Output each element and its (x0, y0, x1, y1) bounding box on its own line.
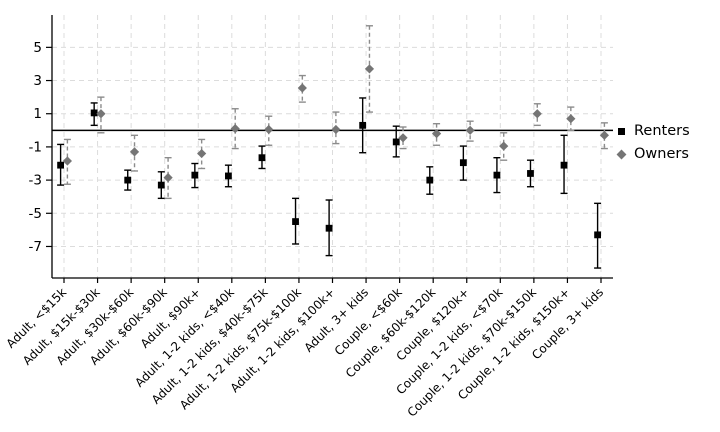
marker-renters (191, 171, 199, 179)
y-tick-label: -1 (29, 139, 42, 155)
marker-owners (264, 124, 274, 135)
y-tick-label: -5 (29, 206, 42, 222)
y-tick-label: 3 (33, 73, 42, 89)
marker-renters (493, 171, 501, 179)
marker-owners (465, 125, 475, 135)
legend-item-owners: Owners (616, 146, 690, 162)
marker-owners (364, 64, 375, 74)
legend: Renters Owners (616, 123, 690, 162)
y-tick-label: 5 (33, 40, 42, 56)
marker-renters (124, 176, 132, 184)
marker-renters (90, 109, 98, 117)
legend-label-renters: Renters (634, 123, 690, 139)
marker-owners (566, 114, 576, 124)
marker-owners (431, 129, 442, 139)
marker-renters (225, 172, 232, 180)
marker-renters (392, 138, 400, 146)
renters-square-marker-icon (618, 127, 625, 135)
marker-renters (258, 154, 266, 162)
marker-owners (96, 109, 106, 119)
marker-owners (499, 141, 509, 151)
marker-owners (398, 133, 408, 143)
marker-renters (292, 218, 299, 225)
marker-owners (297, 83, 307, 93)
marker-renters (560, 161, 568, 169)
legend-item-renters: Renters (618, 123, 690, 139)
marker-owners (532, 109, 542, 119)
marker-owners (129, 147, 140, 157)
marker-renters (359, 121, 367, 129)
marker-owners (230, 124, 240, 134)
marker-renters (527, 170, 534, 177)
marker-owners (331, 124, 341, 135)
marker-owners (197, 148, 207, 159)
marker-renters (426, 176, 434, 184)
marker-owners (62, 156, 72, 166)
marker-renters (57, 161, 64, 169)
y-tick-label: 1 (33, 106, 42, 122)
legend-label-owners: Owners (634, 146, 689, 162)
marker-renters (594, 231, 601, 239)
marker-renters (325, 224, 333, 232)
y-tick-label: -7 (29, 239, 42, 255)
marker-renters (459, 159, 467, 167)
y-tick-label: -3 (29, 173, 42, 189)
marker-owners (163, 173, 173, 183)
marker-renters (157, 181, 165, 189)
marker-owners (599, 130, 609, 140)
owners-diamond-marker-icon (616, 149, 627, 159)
